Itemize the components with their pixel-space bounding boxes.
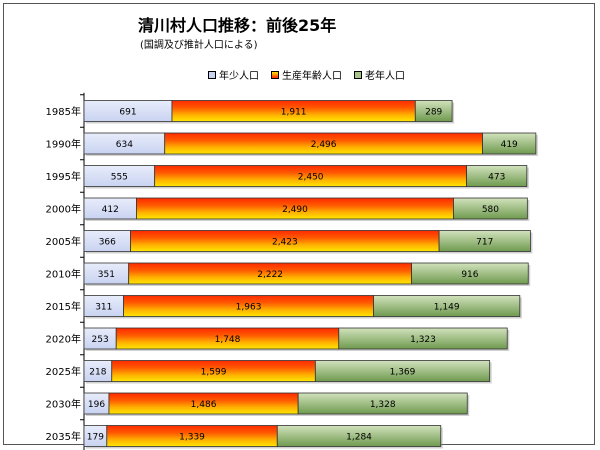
bar-elder — [373, 295, 521, 317]
data-label: 1,339 — [179, 433, 205, 443]
category-label: 2020年 — [46, 333, 81, 346]
legend-item-young: 年少人口 — [208, 67, 259, 82]
bar-elder — [414, 100, 453, 122]
bar-elder — [314, 360, 491, 382]
category-label: 2010年 — [46, 268, 81, 281]
category-label: 2000年 — [46, 203, 81, 216]
data-label: 1,748 — [215, 335, 241, 345]
bar-elder — [338, 327, 508, 350]
bar-elder — [297, 392, 468, 415]
legend-swatch-young — [208, 70, 216, 79]
data-label: 253 — [92, 335, 109, 345]
data-label: 1,149 — [434, 303, 460, 313]
data-label: 1,284 — [346, 433, 372, 443]
data-label: 473 — [488, 173, 505, 183]
data-label: 2,496 — [311, 140, 337, 150]
bar-elder — [276, 425, 442, 447]
data-label: 2,423 — [272, 238, 298, 248]
data-label: 555 — [111, 173, 128, 183]
data-label: 1,963 — [236, 303, 262, 313]
data-label: 412 — [102, 205, 119, 215]
data-label: 1,323 — [410, 335, 436, 345]
category-label: 2005年 — [46, 235, 81, 248]
legend-label-working: 生産年齢人口 — [282, 71, 342, 82]
data-label: 1,911 — [281, 108, 307, 118]
data-label: 1,486 — [191, 400, 217, 410]
data-label: 351 — [98, 270, 115, 280]
data-label: 634 — [116, 140, 133, 150]
legend-item-working: 生産年齢人口 — [271, 67, 342, 82]
data-label: 179 — [87, 433, 104, 443]
chart-subtitle: (国調及び推計人口による) — [140, 40, 258, 51]
category-label: 1985年 — [46, 105, 81, 118]
data-label: 1,328 — [370, 400, 396, 410]
category-label: 2025年 — [46, 365, 81, 378]
legend-swatch-elder — [354, 70, 362, 79]
data-label: 2,222 — [257, 270, 283, 280]
legend-label-young: 年少人口 — [219, 71, 259, 82]
data-label: 289 — [425, 108, 442, 118]
category-label: 2015年 — [46, 300, 81, 313]
category-label: 1995年 — [46, 170, 81, 183]
bar-elder — [438, 230, 531, 252]
legend-swatch-working — [271, 70, 279, 79]
data-label: 311 — [95, 303, 112, 313]
legend-item-elder: 老年人口 — [354, 67, 405, 82]
legend: 年少人口 生産年齢人口 老年人口 — [208, 67, 405, 82]
category-label: 1990年 — [46, 138, 81, 151]
data-label: 366 — [99, 238, 116, 248]
data-label: 580 — [482, 205, 499, 215]
bar-elder — [453, 197, 528, 220]
bar-elder — [466, 165, 528, 187]
chart-title: 清川村人口推移：前後25年 — [138, 16, 337, 35]
data-label: 218 — [89, 368, 106, 378]
legend-label-elder: 老年人口 — [365, 71, 405, 82]
data-label: 717 — [476, 238, 493, 248]
data-label: 691 — [119, 108, 136, 118]
data-label: 1,369 — [390, 368, 416, 378]
category-label: 2030年 — [46, 398, 81, 411]
bar-elder — [482, 132, 537, 155]
category-label: 2035年 — [46, 430, 81, 443]
data-label: 419 — [501, 140, 518, 150]
data-label: 2,490 — [282, 205, 308, 215]
bar-elder — [411, 262, 529, 285]
data-label: 1,599 — [201, 368, 227, 378]
data-label: 196 — [88, 400, 105, 410]
data-label: 916 — [461, 270, 478, 280]
data-label: 2,450 — [298, 173, 324, 183]
